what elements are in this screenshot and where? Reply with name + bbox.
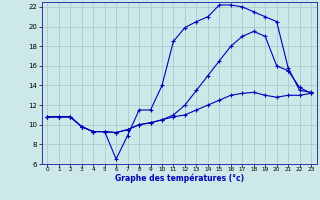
X-axis label: Graphe des températures (°c): Graphe des températures (°c) [115, 174, 244, 183]
